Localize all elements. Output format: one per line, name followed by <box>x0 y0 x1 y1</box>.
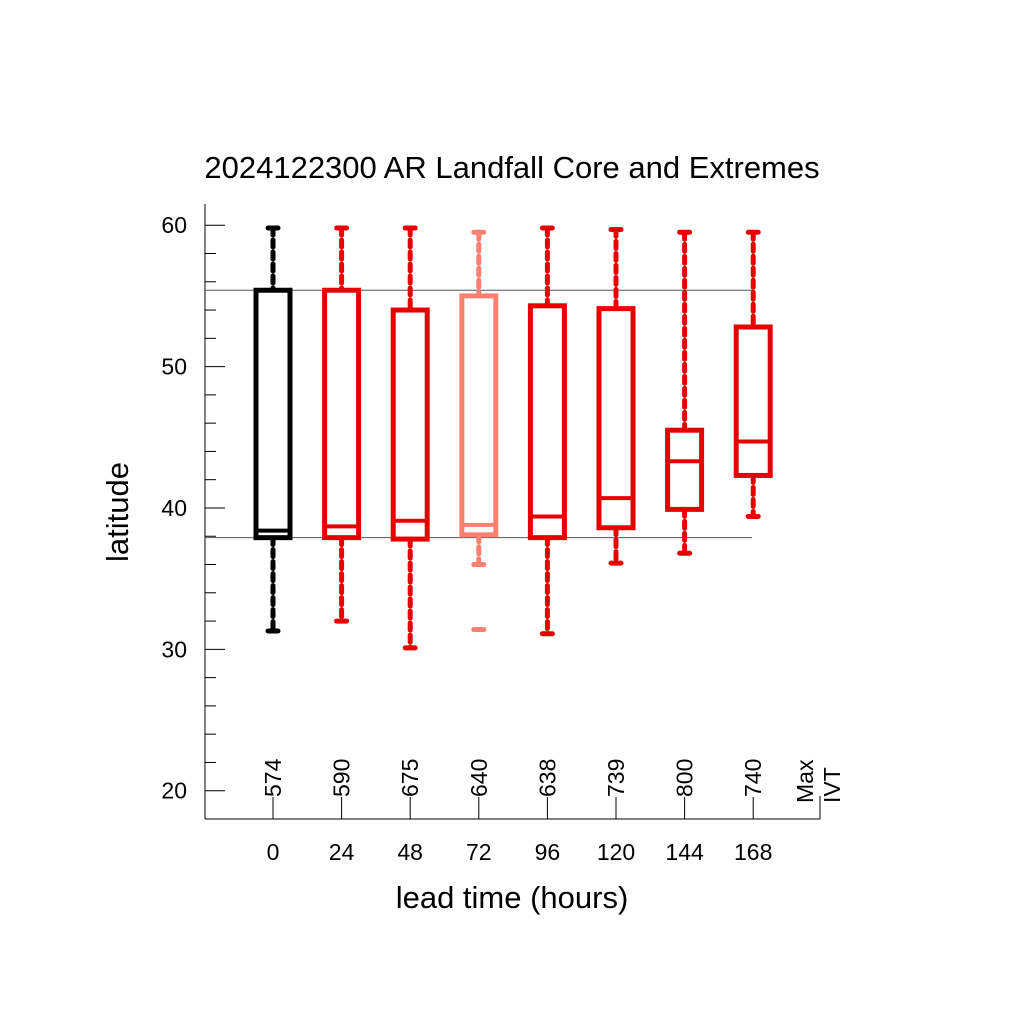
iqr-box <box>527 303 567 541</box>
y-axis-label: latitude <box>100 462 135 562</box>
boxes <box>253 225 773 651</box>
box-120 <box>596 226 636 566</box>
box-48 <box>390 225 430 651</box>
axes: 20 30 40 50 60 0 24 48 72 96 120 144 168 <box>161 204 821 865</box>
x-tick-label: 72 <box>466 839 492 865</box>
x-tick-label: 96 <box>535 839 561 865</box>
iqr-box <box>596 306 636 531</box>
iqr-box <box>253 287 293 541</box>
y-tick-label: 60 <box>161 212 187 238</box>
y-tick-label: 30 <box>161 636 187 662</box>
y-tick-label: 40 <box>161 495 187 521</box>
max-ivt-labels: 574 590 675 640 638 739 800 740 Max IVT <box>260 758 845 803</box>
max-ivt-value: 800 <box>672 759 698 797</box>
max-ivt-value: 638 <box>534 759 560 797</box>
max-ivt-header: Max <box>792 759 818 803</box>
x-tick-label: 0 <box>267 839 280 865</box>
x-tick-label: 168 <box>734 839 772 865</box>
iqr-box <box>459 293 499 538</box>
box-0 <box>253 225 293 634</box>
box-96 <box>527 225 567 637</box>
box-24 <box>322 225 362 624</box>
x-tick-label: 48 <box>397 839 423 865</box>
box-72 <box>459 229 499 633</box>
max-ivt-value: 675 <box>397 759 423 797</box>
x-tick-label: 144 <box>665 839 704 865</box>
x-tick-label: 120 <box>597 839 635 865</box>
box-144 <box>665 229 705 556</box>
iqr-box <box>733 324 773 478</box>
chart-title: 2024122300 AR Landfall Core and Extremes <box>204 150 819 185</box>
y-tick-label: 20 <box>161 778 187 804</box>
max-ivt-header: IVT <box>819 767 845 803</box>
max-ivt-value: 740 <box>740 759 766 797</box>
x-tick-label: 24 <box>329 839 355 865</box>
y-tick-label: 50 <box>161 354 187 380</box>
box-168 <box>733 229 773 519</box>
iqr-box <box>665 427 705 512</box>
x-axis-label: lead time (hours) <box>396 880 629 915</box>
iqr-box <box>390 307 430 542</box>
iqr-box <box>322 287 362 541</box>
max-ivt-value: 640 <box>466 759 492 797</box>
max-ivt-value: 739 <box>603 759 629 797</box>
max-ivt-value: 590 <box>329 759 355 797</box>
max-ivt-value: 574 <box>260 758 286 797</box>
